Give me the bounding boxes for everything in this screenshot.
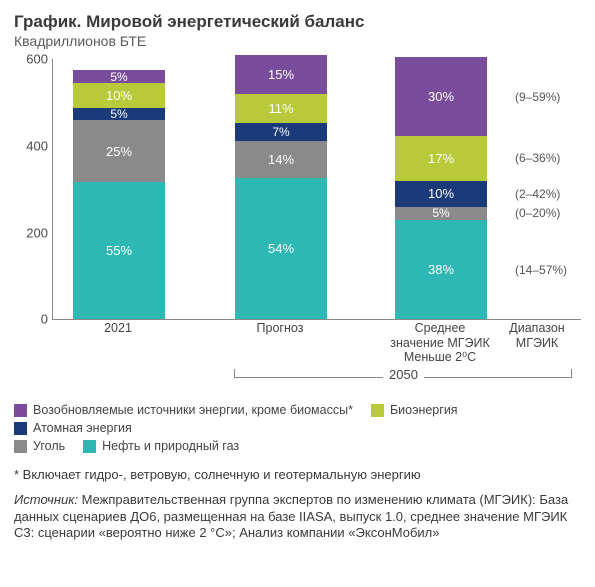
segment-nuclear: 7% xyxy=(235,123,327,141)
segment-bio: 10% xyxy=(73,83,165,108)
bracket-label: 2050 xyxy=(383,367,424,382)
segment-nuclear: 10% xyxy=(395,181,487,207)
segment-oil_gas: 54% xyxy=(235,178,327,320)
bar-ipcc: 38%5%10%17%30% xyxy=(395,59,487,319)
stacked-bar: 54%14%7%11%15% xyxy=(235,55,327,320)
range-label: (6–36%) xyxy=(515,151,560,165)
legend-item: Уголь xyxy=(14,439,65,453)
footnote: * Включает гидро-, ветровую, солнечную и… xyxy=(14,467,581,482)
segment-bio: 11% xyxy=(235,94,327,123)
range-label: (14–57%) xyxy=(515,263,567,277)
stacked-bar: 55%25%5%10%5% xyxy=(73,70,165,319)
y-axis: 0200400600 xyxy=(14,59,48,319)
legend-swatch xyxy=(14,404,27,417)
segment-coal: 25% xyxy=(73,120,165,182)
source-label: Источник: xyxy=(14,492,78,507)
segment-coal: 14% xyxy=(235,141,327,178)
legend-item: Нефть и природный газ xyxy=(83,439,239,453)
legend-label: Биоэнергия xyxy=(390,403,458,417)
segment-renew: 15% xyxy=(235,55,327,94)
bar-y2021: 55%25%5%10%5% xyxy=(73,59,165,319)
legend-item: Биоэнергия xyxy=(371,403,458,417)
legend: Возобновляемые источники энергии, кроме … xyxy=(14,403,581,457)
plot: 55%25%5%10%5%54%14%7%11%15%38%5%10%17%30… xyxy=(52,59,581,320)
range-label: (0–20%) xyxy=(515,206,560,220)
legend-swatch xyxy=(371,404,384,417)
x-label: Прогноз xyxy=(220,321,340,335)
segment-oil_gas: 38% xyxy=(395,220,487,320)
segment-renew: 30% xyxy=(395,57,487,136)
segment-nuclear: 5% xyxy=(73,108,165,121)
chart-area: 0200400600 55%25%5%10%5%54%14%7%11%15%38… xyxy=(14,59,581,359)
legend-label: Уголь xyxy=(33,439,65,453)
y-tick: 600 xyxy=(14,52,48,67)
x-label: 2021 xyxy=(58,321,178,335)
chart-subtitle: Квадриллионов БТЕ xyxy=(14,33,581,49)
legend-item: Возобновляемые источники энергии, кроме … xyxy=(14,403,353,417)
y-tick: 0 xyxy=(14,312,48,327)
segment-coal: 5% xyxy=(395,207,487,220)
bar-row: 55%25%5%10%5%54%14%7%11%15%38%5%10%17%30… xyxy=(53,59,581,319)
segment-renew: 5% xyxy=(73,70,165,83)
bracket-area: 2050 xyxy=(52,357,581,387)
chart-title: График. Мировой энергетический баланс xyxy=(14,12,581,32)
legend-swatch xyxy=(14,440,27,453)
legend-swatch xyxy=(83,440,96,453)
legend-label: Возобновляемые источники энергии, кроме … xyxy=(33,403,353,417)
stacked-bar: 38%5%10%17%30% xyxy=(395,57,487,319)
segment-oil_gas: 55% xyxy=(73,182,165,319)
source-body: Межправительственная группа экспертов по… xyxy=(14,492,568,540)
source-text: Источник: Межправительственная группа эк… xyxy=(14,492,581,541)
legend-swatch xyxy=(14,422,27,435)
legend-item: Атомная энергия xyxy=(14,421,132,435)
range-label: (2–42%) xyxy=(515,187,560,201)
x-labels: 2021ПрогнозСреднеезначение МГЭИКМеньше 2… xyxy=(52,321,581,357)
segment-bio: 17% xyxy=(395,136,487,181)
range-column-label: ДиапазонМГЭИК xyxy=(497,321,577,350)
bar-outlook: 54%14%7%11%15% xyxy=(235,59,327,319)
range-labels: (14–57%) (0–20%) (2–42%) (6–36%) (9–59%) xyxy=(515,59,581,319)
legend-label: Нефть и природный газ xyxy=(102,439,239,453)
y-tick: 200 xyxy=(14,225,48,240)
y-tick: 400 xyxy=(14,139,48,154)
chart-container: График. Мировой энергетический баланс Кв… xyxy=(0,0,595,555)
legend-label: Атомная энергия xyxy=(33,421,132,435)
range-label: (9–59%) xyxy=(515,90,560,104)
